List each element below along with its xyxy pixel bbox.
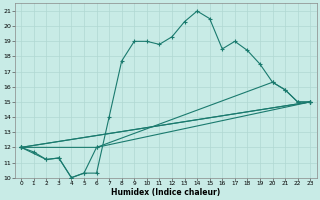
X-axis label: Humidex (Indice chaleur): Humidex (Indice chaleur) bbox=[111, 188, 220, 197]
